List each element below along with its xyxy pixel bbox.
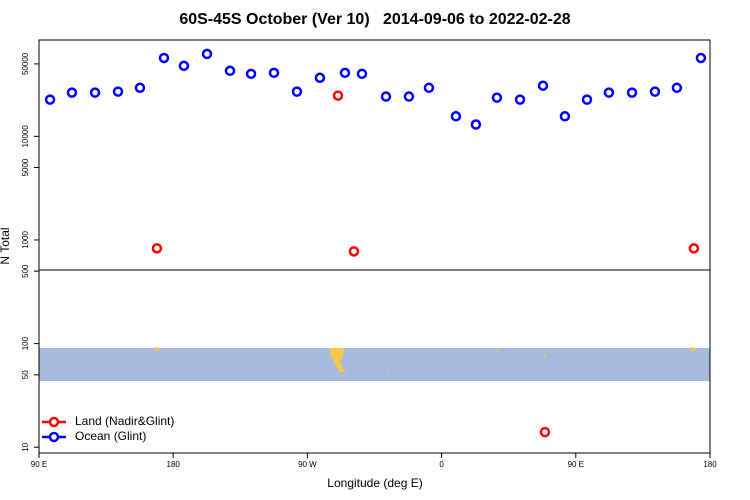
point	[450, 111, 462, 122]
point	[514, 94, 526, 105]
x-tick-label: 90 E	[31, 460, 47, 469]
point	[151, 243, 163, 254]
point	[403, 91, 415, 102]
point	[537, 80, 549, 91]
y-tick-label: 100	[21, 336, 30, 350]
point	[603, 87, 615, 98]
x-tick-label: 0	[439, 460, 444, 469]
map-ocean	[39, 348, 710, 381]
legend-marker	[48, 416, 60, 428]
x-tick-label: 180	[703, 460, 717, 469]
point	[112, 86, 124, 97]
x-tick-label: 90 E	[568, 460, 584, 469]
point	[539, 426, 551, 438]
point	[44, 94, 56, 105]
point	[423, 82, 435, 94]
point	[158, 52, 170, 64]
y-tick-label: 10	[21, 442, 30, 451]
point	[491, 92, 503, 103]
y-tick-label: 10000	[21, 125, 30, 148]
point	[245, 68, 257, 80]
chart-title: 60S-45S October (Ver 10) 2014-09-06 to 2…	[179, 11, 570, 28]
point	[89, 87, 101, 98]
y-axis-label: N Total	[0, 227, 12, 264]
x-tick-label: 180	[167, 460, 181, 469]
point	[348, 246, 360, 257]
point	[268, 67, 280, 79]
point	[581, 94, 593, 105]
y-tick-label: 50	[21, 370, 30, 379]
y-tick-label: 500	[21, 264, 30, 278]
point	[332, 90, 344, 101]
legend-marker	[48, 431, 60, 443]
point	[380, 91, 392, 102]
point	[201, 48, 213, 60]
point	[559, 111, 571, 122]
point	[224, 65, 236, 77]
y-tick-label: 1000	[21, 231, 30, 249]
point	[291, 86, 303, 97]
map-land	[155, 347, 696, 372]
legend-label: Ocean (Glint)	[75, 429, 146, 443]
y-tick-label: 5000	[21, 158, 30, 176]
point	[626, 87, 638, 98]
point	[66, 87, 78, 98]
plot-frame	[38, 39, 711, 454]
point	[134, 82, 146, 94]
point	[356, 68, 368, 80]
point	[339, 67, 351, 79]
point	[314, 72, 326, 84]
point	[671, 82, 683, 94]
point	[688, 243, 700, 254]
point	[695, 52, 707, 64]
point	[649, 86, 661, 97]
point	[178, 60, 190, 72]
x-axis-label: Longitude (deg E)	[327, 476, 422, 490]
y-tick-label: 50000	[21, 52, 30, 75]
point	[470, 119, 482, 130]
x-tick-label: 90 W	[298, 460, 317, 469]
legend-label: Land (Nadir&Glint)	[75, 414, 174, 428]
